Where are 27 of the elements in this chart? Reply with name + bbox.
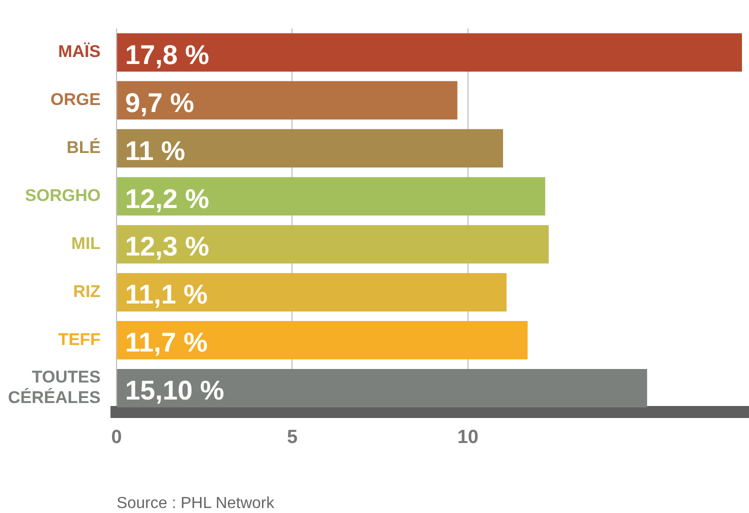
bar <box>117 81 458 120</box>
y-tick-label: TEFF <box>58 330 101 349</box>
bar <box>117 273 507 312</box>
data-label: 9,7 % <box>125 88 194 118</box>
y-tick-label: TOUTES CÉRÉALES <box>8 368 101 408</box>
data-label: 11,1 % <box>125 280 208 310</box>
data-label: 15,10 % <box>125 376 224 406</box>
y-tick-label: MAÏS <box>58 42 101 62</box>
data-label: 11,7 % <box>125 328 208 358</box>
bar <box>117 177 546 216</box>
bar <box>117 33 742 72</box>
y-tick-label: RIZ <box>73 282 101 301</box>
y-tick-label: ORGE <box>50 90 101 110</box>
y-tick-label: SORGHO <box>25 186 101 205</box>
y-tick-label: MIL <box>71 234 101 253</box>
data-label: 17,8 % <box>125 40 210 70</box>
x-tick-label: 5 <box>286 426 298 448</box>
x-tick-label: 10 <box>457 426 478 448</box>
bar <box>117 321 528 360</box>
x-tick-label: 0 <box>111 426 122 448</box>
bar <box>117 129 504 168</box>
source-note: Source : PHL Network <box>116 495 276 512</box>
data-label: 12,2 % <box>125 184 210 214</box>
y-tick-label: BLÉ <box>66 137 101 158</box>
data-label: 12,3 % <box>125 232 210 262</box>
bar <box>117 225 549 264</box>
data-label: 11 % <box>125 136 186 166</box>
